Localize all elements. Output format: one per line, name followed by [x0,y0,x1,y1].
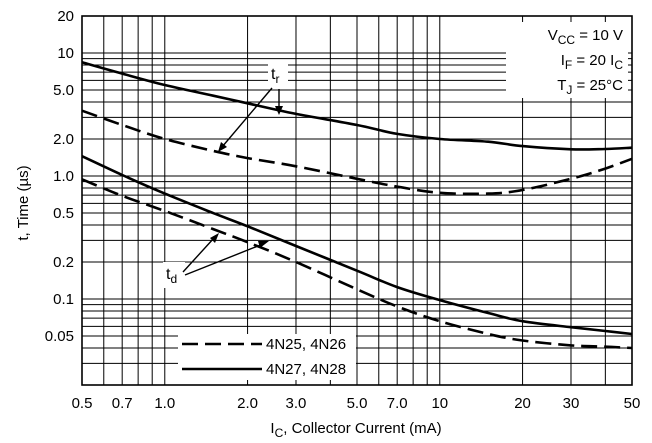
condition-vcc-main: V [548,27,558,44]
condition-tj-rest: = 25°C [572,77,623,94]
plot-border [81,15,633,386]
y-tick-label: 1.0 [53,168,74,185]
annotation-tr-main: t [271,66,276,83]
annotation-tr-arrowhead-up [275,106,283,115]
annotation-td-arrow-right [184,243,264,276]
annotation-tr-bg [268,62,288,88]
x-tick-label: 1.0 [154,395,175,412]
annotation-td-arrowhead-left [210,233,219,243]
y-tick-label: 0.05 [45,328,74,345]
y-tick-label: 20 [57,8,74,25]
x-tick-label: 0.7 [112,395,133,412]
series-td-dashed-line [81,178,633,350]
condition-if-sub: F [565,58,572,72]
y-tick-labels: 20 10 5.0 2.0 1.0 0.5 0.2 0.1 0.05 [45,8,74,345]
x-tick-label: 50 [624,395,641,412]
y-tick-label: 0.2 [53,254,74,271]
x-tick-label: 2.0 [237,395,258,412]
y-tick-label: 0.5 [53,205,74,222]
y-tick-label: 0.1 [53,291,74,308]
x-axis-label-rest: , Collector Current (mA) [283,420,441,437]
legend-label-dashed: 4N25, 4N26 [266,336,346,353]
condition-vcc-rest: = 10 V [575,27,623,44]
annotation-td-label: td [166,266,177,286]
plot-frame [81,15,633,386]
annotation-tr: tr [218,62,288,152]
x-axis-label: IC, Collector Current (mA) [270,420,441,440]
series-tr-solid-line [81,61,633,151]
condition-vcc: VCC = 10 V [548,27,623,47]
x-tick-label: 5.0 [347,395,368,412]
condition-tj: TJ = 25°C [557,77,623,97]
y-tick-label: 10 [57,45,74,62]
x-axis-label-main: I [270,420,274,437]
condition-tj-main: T [557,77,566,94]
legend: 4N25, 4N26 4N27, 4N28 [178,334,356,380]
annotation-td-arrow-left [182,237,215,273]
y-tick-label: 2.0 [53,131,74,148]
series-tr-dashed-line [81,109,633,196]
condition-tj-sub: J [566,83,572,97]
annotation-tr-label: tr [271,66,279,86]
legend-box [178,334,356,380]
y-axis-label: t, Time (µs) [15,165,32,240]
condition-if-main: I [561,52,565,69]
x-tick-labels: 0.5 0.7 1.0 2.0 3.0 5.0 7.0 10 20 30 50 [72,395,641,412]
x-axis-label-sub: C [275,426,284,440]
x-tick-label: 0.5 [72,395,93,412]
annotation-td-main: t [166,266,171,283]
x-tick-label: 7.0 [387,395,408,412]
condition-if-rest: = 20 I [572,52,614,69]
x-tick-label: 3.0 [286,395,307,412]
annotation-td-bg [163,262,185,288]
x-tick-label: 10 [431,395,448,412]
series-td-solid-line [81,155,633,336]
x-tick-label: 30 [563,395,580,412]
annotation-td-sub: d [170,272,177,286]
condition-if-sub2: C [614,58,623,72]
series-lines [81,61,633,350]
condition-if: IF = 20 IC [561,52,624,72]
annotation-td-arrowhead-right [258,241,269,248]
condition-vcc-sub: CC [558,33,576,47]
x-tick-label: 20 [514,395,531,412]
annotation-tr-arrow-down [221,87,273,148]
annotation-tr-arrowhead-down [218,142,227,152]
legend-label-solid: 4N27, 4N28 [266,361,346,378]
test-conditions-box [506,22,628,98]
annotation-tr-sub: r [275,72,279,86]
y-tick-label: 5.0 [53,82,74,99]
annotation-td: td [163,233,269,288]
test-conditions: VCC = 10 V IF = 20 IC TJ = 25°C [506,22,628,98]
